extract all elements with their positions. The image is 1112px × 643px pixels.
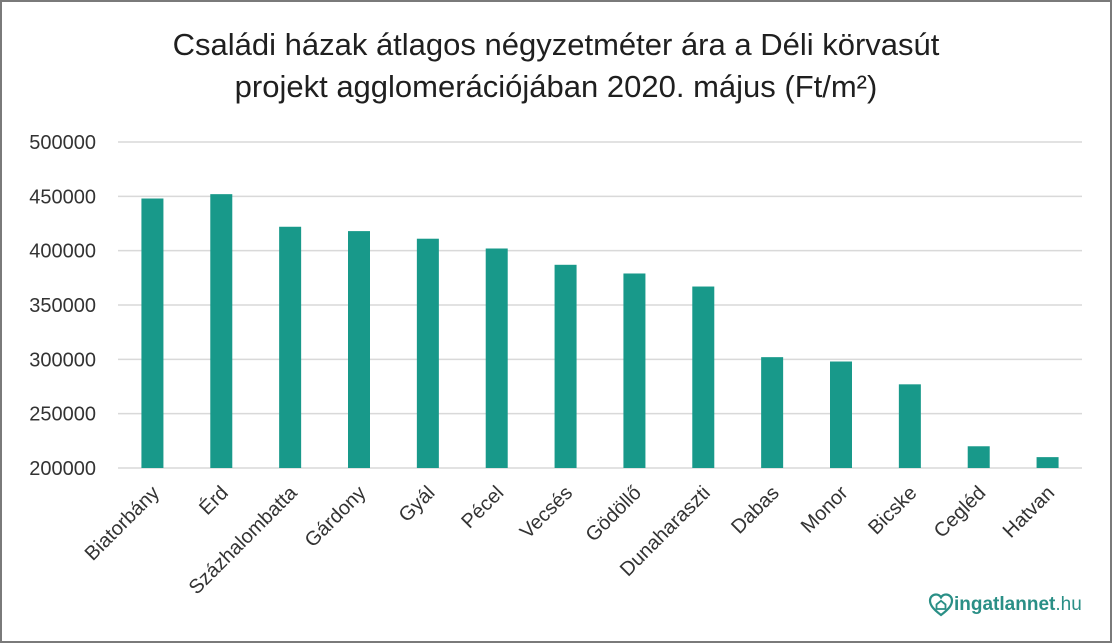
x-tick-label: Érd — [195, 481, 233, 519]
y-tick-label: 200000 — [29, 458, 96, 480]
bar — [485, 248, 508, 468]
bar — [830, 361, 852, 468]
x-tick-label: Monor — [797, 482, 853, 538]
brand-name: ingatlannet — [954, 594, 1056, 615]
brand-tld: .hu — [1055, 594, 1082, 615]
bar — [1036, 457, 1059, 468]
x-tick-label: Bicske — [864, 482, 921, 539]
y-tick-label: 300000 — [29, 349, 96, 371]
x-tick-label: Cegléd — [930, 482, 990, 542]
bar — [279, 226, 302, 468]
bar — [416, 238, 439, 468]
bar — [967, 446, 990, 468]
x-tick-label: Biatorbány — [81, 482, 164, 565]
x-tick-label: Gödöllő — [582, 482, 646, 546]
bar — [554, 264, 577, 468]
x-tick-label: Hatvan — [999, 482, 1059, 542]
chart-title-line2: projekt agglomerációjában 2020. május (F… — [234, 69, 878, 104]
bar — [141, 198, 164, 469]
bar — [898, 384, 921, 468]
y-tick-label: 250000 — [29, 404, 96, 426]
ingatlannet-logo: ingatlannet .hu — [928, 592, 1082, 618]
bar — [761, 357, 784, 468]
y-tick-label: 500000 — [29, 132, 96, 154]
x-tick-label: Pécel — [457, 482, 508, 533]
y-tick-label: 450000 — [29, 186, 96, 208]
x-tick-label: Dabas — [727, 482, 783, 538]
bar — [692, 286, 715, 468]
chart-title: Családi házak átlagos négyzetméter ára a… — [0, 24, 1112, 108]
bar — [623, 273, 646, 468]
x-tick-label: Gárdony — [301, 482, 371, 552]
y-tick-label: 350000 — [29, 295, 96, 317]
x-tick-label: Vecsés — [516, 482, 577, 543]
bar — [348, 231, 370, 468]
y-tick-label: 400000 — [29, 241, 96, 263]
x-tick-label: Gyál — [395, 482, 440, 527]
chart-title-line1: Családi házak átlagos négyzetméter ára a… — [172, 27, 940, 62]
house-heart-icon — [928, 593, 954, 617]
bar — [210, 194, 233, 468]
